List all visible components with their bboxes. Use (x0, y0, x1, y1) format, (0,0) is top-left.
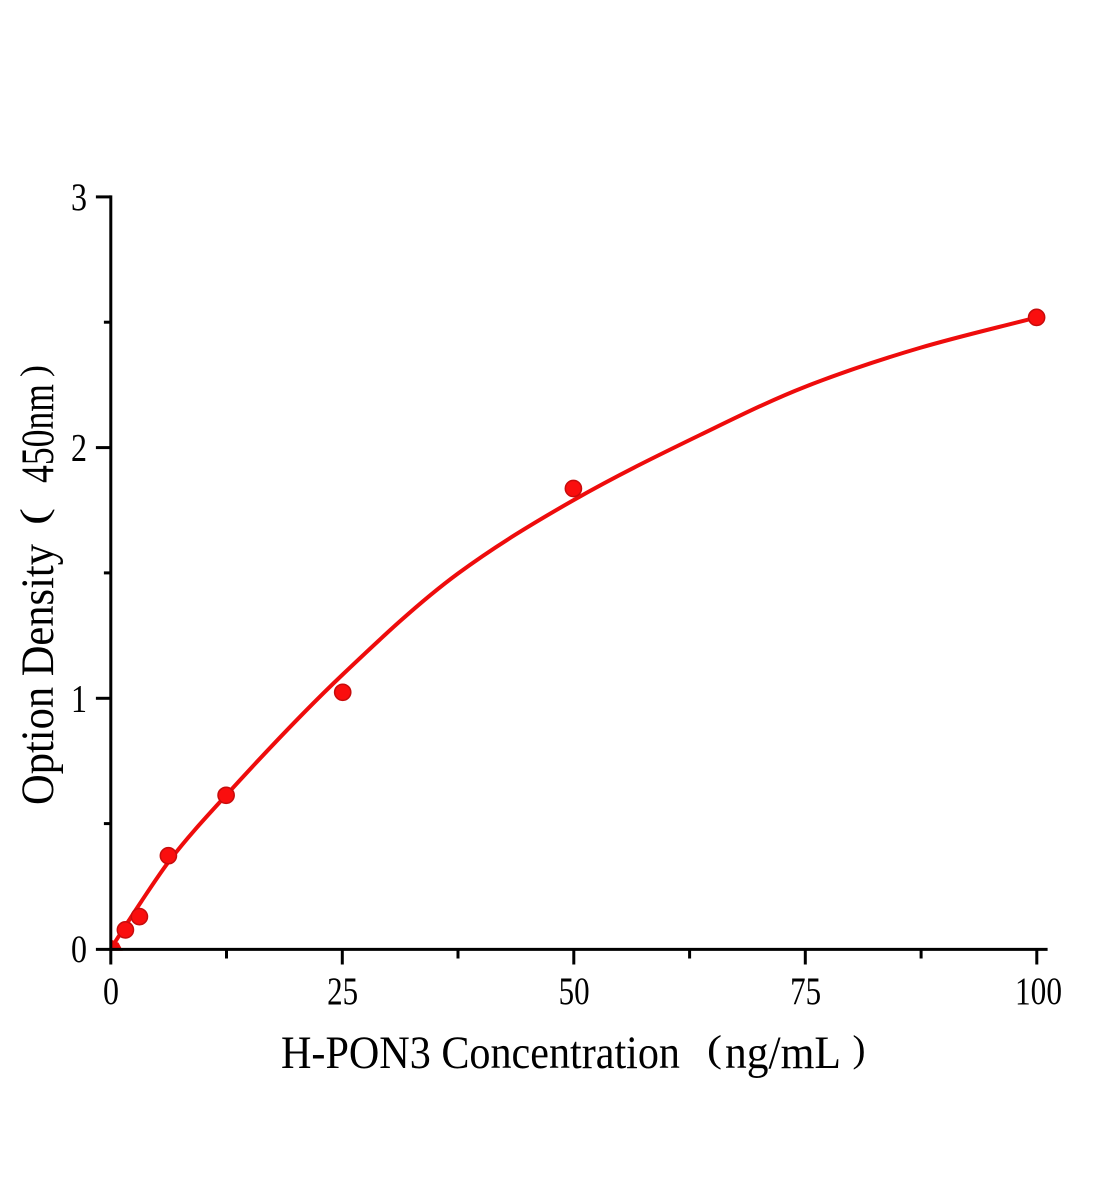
svg-text:Option Density(450nm): Option Density(450nm) (12, 365, 64, 805)
svg-text:2: 2 (71, 427, 87, 470)
svg-text:0: 0 (103, 970, 119, 1013)
svg-text:0: 0 (71, 928, 87, 971)
svg-text:3: 3 (71, 176, 87, 219)
svg-text:1: 1 (71, 677, 87, 720)
svg-text:100: 100 (1015, 970, 1062, 1013)
svg-text:75: 75 (790, 970, 821, 1013)
svg-text:50: 50 (559, 970, 590, 1013)
svg-text:H-PON3 Concentration(ng/mL): H-PON3 Concentration (ng/mL) (281, 1027, 866, 1079)
svg-text:25: 25 (327, 970, 358, 1013)
